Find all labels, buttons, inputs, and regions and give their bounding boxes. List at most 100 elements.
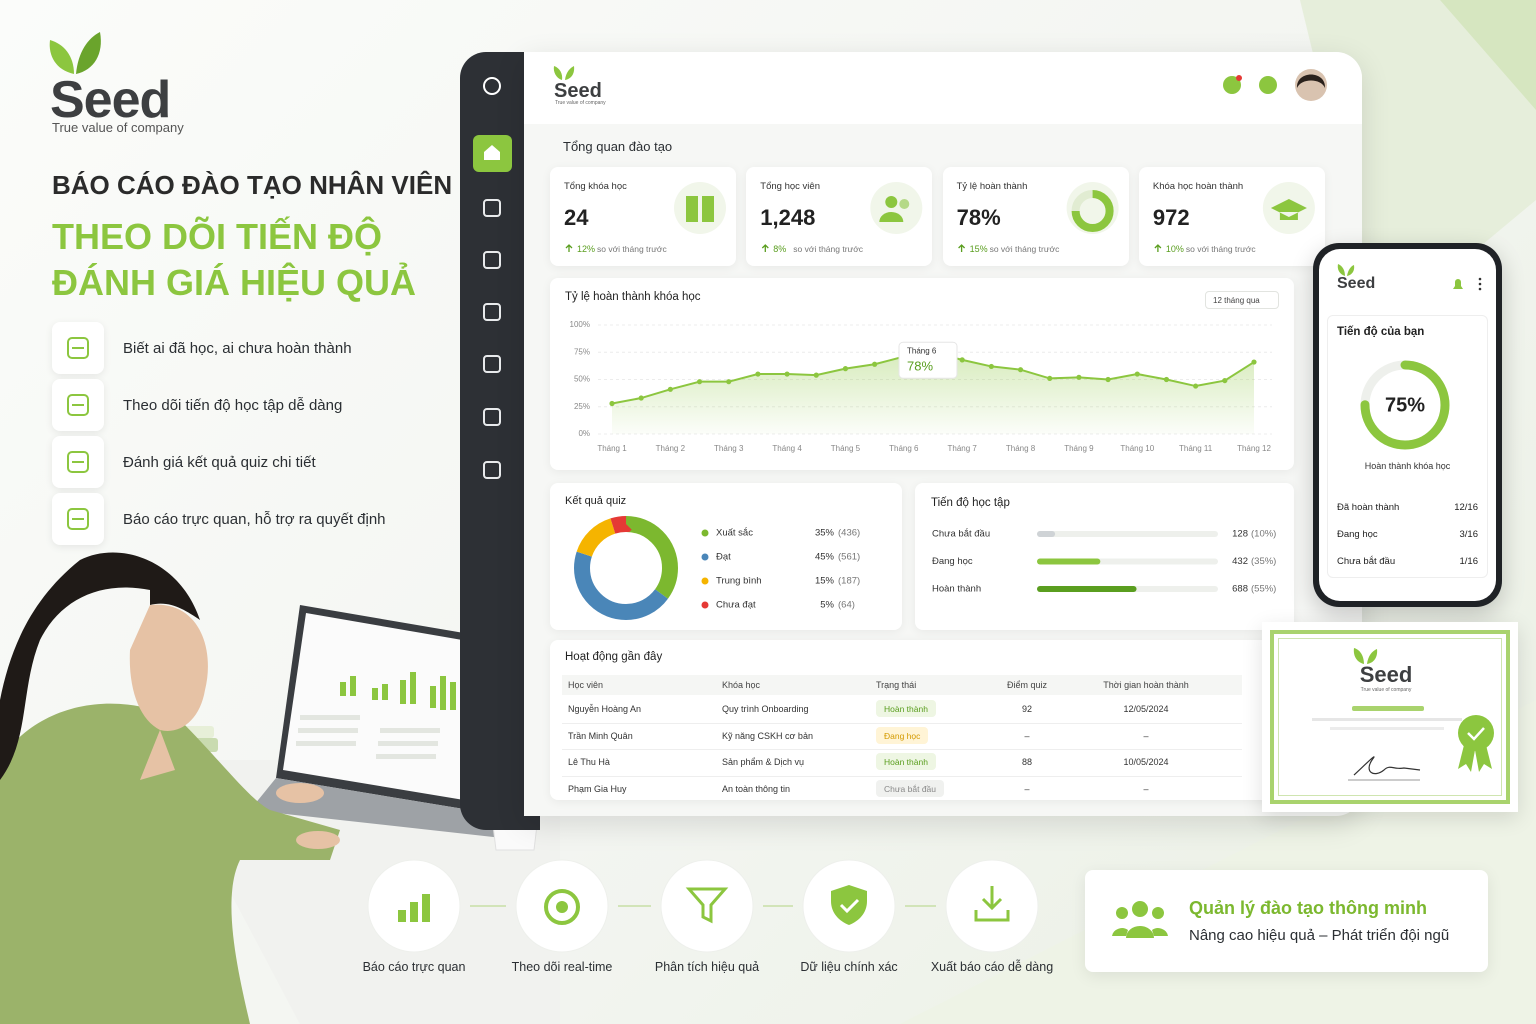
status-badge: Đang học bbox=[876, 726, 929, 744]
x-tick-label: Tháng 3 bbox=[714, 444, 744, 453]
face bbox=[129, 604, 208, 731]
feature-glyph bbox=[67, 508, 89, 530]
activity-card bbox=[550, 640, 1294, 800]
legend-label: Trung bình bbox=[716, 576, 762, 587]
avatar-hair bbox=[1296, 74, 1326, 88]
phone-row-value: 3/16 bbox=[1459, 529, 1479, 540]
progress-label: Đang học bbox=[932, 556, 973, 567]
nav-icon bbox=[483, 355, 501, 373]
point bbox=[1193, 383, 1199, 389]
tooltip-value: 78% bbox=[907, 359, 933, 374]
promo-icon bbox=[1112, 901, 1168, 938]
certificate-tagline: True value of company bbox=[1360, 687, 1412, 693]
progress-bar bbox=[1037, 586, 1137, 592]
stat-value: 78% bbox=[956, 205, 1001, 230]
row-divider bbox=[562, 749, 1242, 750]
y-tick-label: 50% bbox=[574, 375, 590, 384]
menu-dot bbox=[1478, 287, 1482, 291]
legend-value: 35% bbox=[815, 528, 835, 539]
phone-art: 75% bbox=[1337, 264, 1482, 450]
header-icons bbox=[553, 66, 1327, 101]
legend-dot bbox=[701, 529, 709, 537]
logo-icon bbox=[49, 32, 101, 74]
x-tick-label: Tháng 12 bbox=[1237, 444, 1271, 453]
stat-icons bbox=[565, 182, 1315, 252]
hero-title: BÁO CÁO ĐÀO TẠO NHÂN VIÊN bbox=[52, 170, 453, 200]
legend-dot bbox=[701, 577, 709, 585]
seal-check bbox=[1467, 727, 1485, 741]
tooltip-title: Tháng 6 bbox=[907, 346, 937, 355]
stat-value: 972 bbox=[1152, 205, 1190, 230]
trend-arrow bbox=[761, 244, 769, 252]
benefit-glyph bbox=[410, 902, 418, 922]
promo-title: Quản lý đào tạo thông minh bbox=[1189, 898, 1427, 918]
bell bbox=[1453, 279, 1463, 289]
progress-count: 432 bbox=[1232, 556, 1248, 567]
chart-title: Tỷ lệ hoàn thành khóa học bbox=[565, 291, 701, 303]
table-cell: Quy trình Onboarding bbox=[722, 704, 809, 714]
cert-line bbox=[1312, 718, 1462, 721]
stat-label: Tổng khóa học bbox=[564, 181, 627, 192]
table-cell: Kỹ năng CSKH cơ bản bbox=[722, 730, 813, 741]
brand-tagline: True value of company bbox=[52, 120, 184, 135]
progress-track bbox=[1037, 531, 1218, 537]
row-divider bbox=[562, 722, 1242, 724]
feature-text: Đánh giá kết quả quiz chi tiết bbox=[123, 454, 316, 471]
stat-change: 15% bbox=[969, 244, 988, 254]
hand bbox=[276, 783, 324, 803]
hero-subtitle: ĐÁNH GIÁ HIỆU QUẢ bbox=[52, 262, 417, 303]
certificate-inner bbox=[1278, 638, 1502, 796]
benefit-circle bbox=[660, 859, 754, 953]
x-tick-label: Tháng 5 bbox=[831, 444, 861, 453]
point bbox=[755, 371, 761, 377]
table-header: Trạng thái bbox=[876, 680, 917, 690]
benefit-glyph bbox=[398, 910, 406, 922]
y-tick-label: 75% bbox=[574, 347, 590, 356]
table-header: Học viên bbox=[568, 680, 604, 690]
bg-shape bbox=[1440, 0, 1536, 110]
point bbox=[1047, 375, 1053, 382]
progress-bar bbox=[1037, 531, 1056, 537]
progress-percent: (35%) bbox=[1251, 556, 1276, 567]
table-cell: – bbox=[1024, 783, 1030, 794]
hair bbox=[0, 552, 200, 780]
stat-change: 8% bbox=[773, 244, 787, 254]
cert-line bbox=[1330, 727, 1444, 730]
people bbox=[1116, 907, 1128, 919]
feature-text: Báo cáo trực quan, hỗ trợ ra quyết định bbox=[123, 511, 386, 528]
stat-value: 24 bbox=[564, 205, 589, 230]
legend-value: 5% bbox=[820, 600, 834, 611]
legend-count: (561) bbox=[838, 552, 860, 563]
tooltip bbox=[898, 341, 958, 379]
table-cell: Nguyễn Hoàng An bbox=[568, 704, 642, 714]
area bbox=[612, 352, 1254, 434]
benefit-glyph bbox=[422, 894, 430, 922]
progress-percent: (55%) bbox=[1251, 584, 1276, 595]
point bbox=[1105, 376, 1111, 383]
help bbox=[1259, 76, 1277, 94]
nav-icon bbox=[483, 199, 501, 217]
benefit-glyph bbox=[831, 885, 867, 925]
stat-note: so với tháng trước bbox=[597, 244, 667, 254]
point bbox=[638, 395, 644, 401]
hand bbox=[296, 831, 340, 849]
section-title: Tổng quan đào tạo bbox=[563, 139, 673, 154]
legend-value: 45% bbox=[815, 552, 835, 563]
progress-bar bbox=[1037, 558, 1101, 565]
stat-ring bbox=[1071, 190, 1114, 232]
glyph bbox=[67, 337, 89, 359]
benefit-glyph bbox=[556, 901, 568, 913]
menu-dot bbox=[1478, 282, 1482, 286]
y-tick-label: 25% bbox=[574, 402, 590, 411]
y-tick-label: 100% bbox=[570, 320, 590, 329]
phone-row-label: Đang học bbox=[1337, 529, 1378, 540]
legend-dot bbox=[701, 553, 709, 561]
seal bbox=[1458, 715, 1494, 751]
notification-dot bbox=[1236, 75, 1242, 81]
point bbox=[1222, 377, 1228, 384]
glyph bbox=[67, 451, 89, 473]
table-cell: – bbox=[1024, 730, 1030, 741]
trend-arrow bbox=[1154, 244, 1162, 252]
stat-change: 12% bbox=[577, 244, 596, 254]
legend-count: (436) bbox=[838, 528, 860, 539]
